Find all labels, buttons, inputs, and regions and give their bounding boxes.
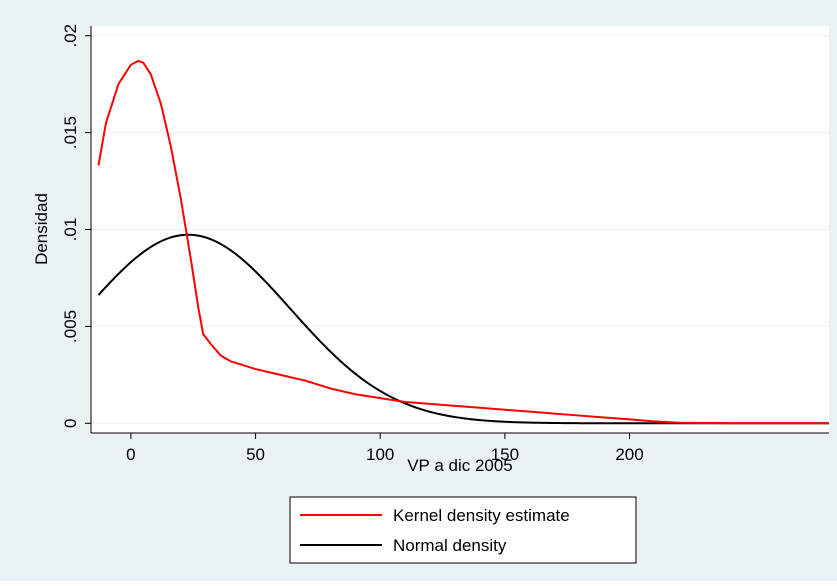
x-tick-label: 100: [366, 445, 394, 464]
y-tick-label: .015: [61, 116, 80, 149]
y-ticks: 0 .005 .01 .015 .02: [61, 24, 91, 428]
kernel-density-line: [97, 59, 829, 425]
x-ticks: 0 50 100 150 200: [126, 433, 644, 464]
y-tick-label: .01: [61, 218, 80, 242]
legend: Kernel density estimate Normal density: [289, 496, 637, 564]
x-tick-label: 150: [491, 445, 519, 464]
x-tick-label: 0: [126, 445, 135, 464]
y-tick-label: 0: [61, 419, 80, 428]
x-tick-label: 200: [615, 445, 643, 464]
y-tick-label: .02: [61, 24, 80, 48]
legend-label-kernel: Kernel density estimate: [393, 506, 570, 525]
y-tick-label: .005: [61, 310, 80, 343]
y-axis-title: Densidad: [32, 193, 51, 265]
legend-box: [289, 496, 637, 564]
x-tick-label: 50: [246, 445, 265, 464]
series-lines: [97, 59, 829, 425]
grid-lines: [91, 35, 829, 424]
legend-label-normal: Normal density: [393, 536, 507, 555]
x-axis-title: VP a dic 2005: [407, 456, 513, 475]
